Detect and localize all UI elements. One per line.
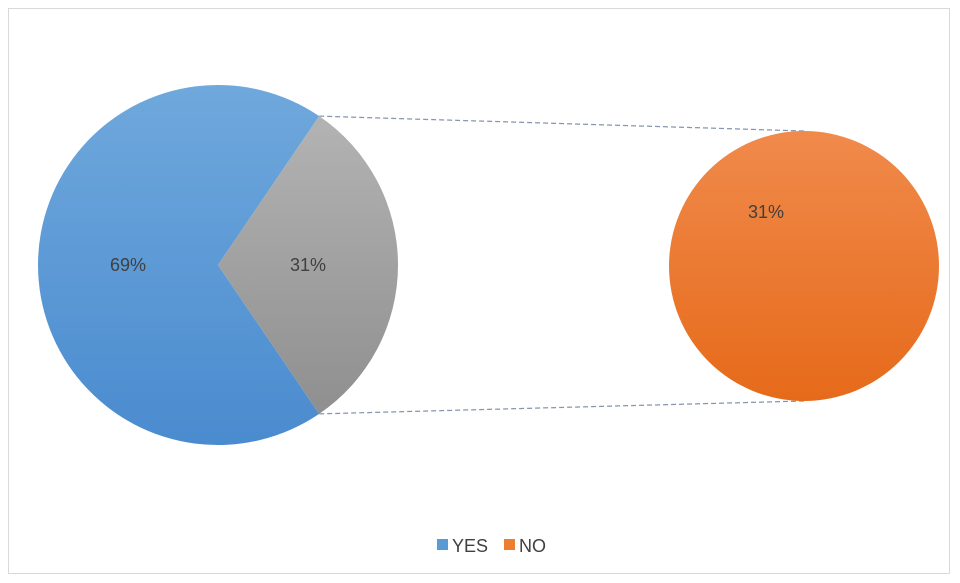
- connector-line-top: [319, 115, 805, 132]
- main-pie: [38, 84, 399, 445]
- legend-swatch-no: [504, 539, 515, 550]
- connector-lines: [319, 115, 805, 415]
- data-label-yes: 69%: [110, 255, 146, 275]
- secondary-pie: [669, 131, 939, 401]
- slice-no: [669, 131, 939, 401]
- legend: YES NO: [437, 536, 546, 556]
- legend-label-yes: YES: [452, 536, 488, 556]
- legend-swatch-yes: [437, 539, 448, 550]
- data-label-other: 31%: [290, 255, 326, 275]
- data-label-no: 31%: [748, 202, 784, 222]
- legend-label-no: NO: [519, 536, 546, 556]
- connector-line-bottom: [319, 400, 805, 415]
- slice-other: [218, 116, 399, 414]
- slice-yes: [38, 84, 320, 445]
